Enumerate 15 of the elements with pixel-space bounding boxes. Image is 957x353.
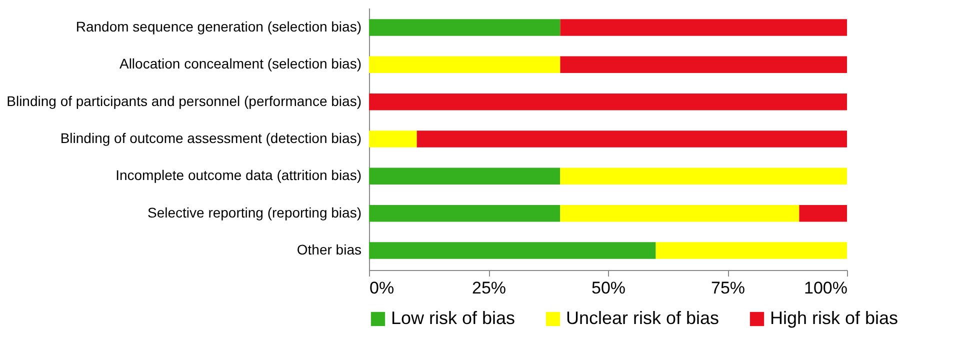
y-tick-label: Blinding of outcome assessment (detection bias) — [60, 130, 362, 146]
legend-label: Unclear risk of bias — [566, 308, 720, 328]
y-tick-label: Other bias — [296, 241, 362, 258]
x-tick-label: 0% — [370, 278, 394, 298]
y-tick-label: Selective reporting (reporting bias) — [148, 204, 362, 220]
x-tick-label: 100% — [804, 278, 848, 298]
legend-label: High risk of bias — [770, 308, 898, 328]
x-tick-label: 50% — [591, 278, 626, 298]
y-tick-label: Allocation concealment (selection bias) — [119, 56, 362, 72]
y-tick-label: Random sequence generation (selection bias) — [76, 18, 362, 35]
x-tick-label: 25% — [472, 278, 506, 298]
legend-label: Low risk of bias — [391, 308, 516, 328]
y-tick-label: Blinding of participants and personnel (performance bias) — [6, 92, 362, 109]
x-tick-label: 75% — [710, 278, 746, 298]
y-tick-label: Incomplete outcome data (attrition bias) — [116, 167, 362, 184]
